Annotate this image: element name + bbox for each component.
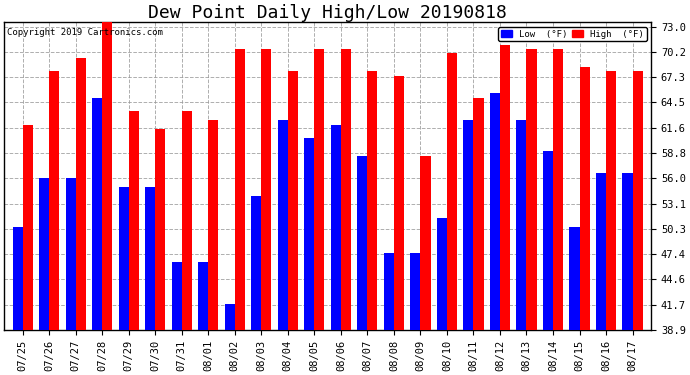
Bar — [155, 129, 166, 330]
Bar — [288, 71, 298, 330]
Bar — [411, 254, 420, 330]
Bar — [394, 76, 404, 330]
Bar — [304, 138, 315, 330]
Bar — [553, 49, 563, 330]
Bar — [437, 218, 447, 330]
Bar — [473, 98, 484, 330]
Bar — [543, 151, 553, 330]
Bar — [76, 58, 86, 330]
Bar — [516, 120, 526, 330]
Bar — [39, 178, 49, 330]
Bar — [198, 262, 208, 330]
Bar — [357, 156, 367, 330]
Text: Copyright 2019 Cartronics.com: Copyright 2019 Cartronics.com — [8, 28, 164, 38]
Bar — [596, 173, 606, 330]
Bar — [102, 18, 112, 330]
Bar — [119, 187, 129, 330]
Bar — [367, 71, 377, 330]
Bar — [262, 49, 271, 330]
Bar — [500, 45, 510, 330]
Bar — [606, 71, 616, 330]
Bar — [172, 262, 181, 330]
Bar — [622, 173, 633, 330]
Bar — [208, 120, 219, 330]
Bar — [225, 304, 235, 330]
Bar — [251, 196, 262, 330]
Bar — [420, 156, 431, 330]
Bar — [580, 67, 589, 330]
Bar — [23, 124, 33, 330]
Bar — [315, 49, 324, 330]
Title: Dew Point Daily High/Low 20190818: Dew Point Daily High/Low 20190818 — [148, 4, 507, 22]
Bar — [12, 227, 23, 330]
Bar — [526, 49, 537, 330]
Bar — [569, 227, 580, 330]
Legend: Low  (°F), High  (°F): Low (°F), High (°F) — [498, 27, 647, 41]
Bar — [331, 124, 341, 330]
Bar — [129, 111, 139, 330]
Bar — [490, 93, 500, 330]
Bar — [341, 49, 351, 330]
Bar — [181, 111, 192, 330]
Bar — [464, 120, 473, 330]
Bar — [278, 120, 288, 330]
Bar — [447, 54, 457, 330]
Bar — [384, 254, 394, 330]
Bar — [92, 98, 102, 330]
Bar — [235, 49, 245, 330]
Bar — [49, 71, 59, 330]
Bar — [145, 187, 155, 330]
Bar — [633, 71, 642, 330]
Bar — [66, 178, 76, 330]
